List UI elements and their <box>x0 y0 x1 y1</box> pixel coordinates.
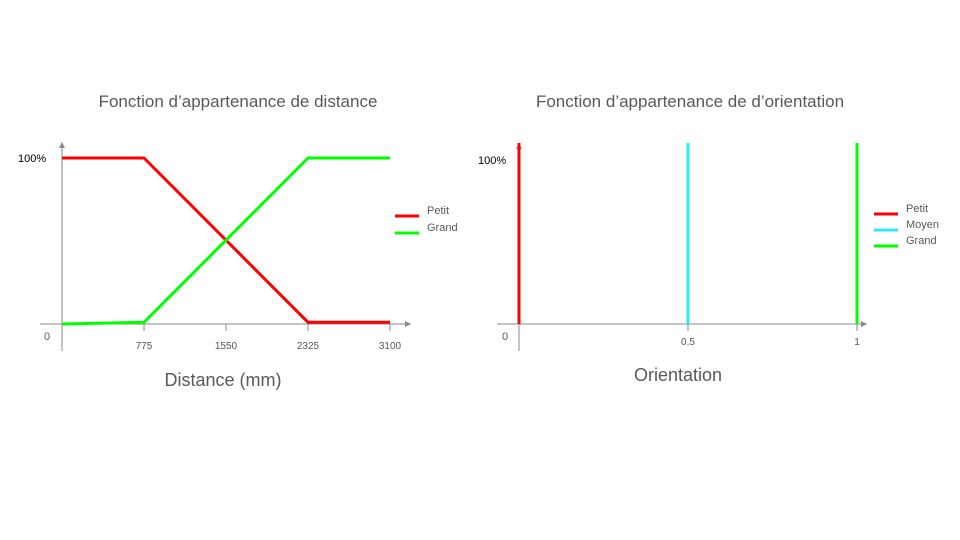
origin-label-distance: 0 <box>44 331 50 343</box>
x-tick-label-orientation: 1 <box>854 337 860 348</box>
chart-title-distance: Fonction d’appartenance de distance <box>98 92 378 111</box>
x-axis-label-distance: Distance (mm) <box>164 370 282 390</box>
legend-label-moyen-orientation: Moyen <box>906 219 939 231</box>
x-tick-label-distance: 1550 <box>215 341 238 352</box>
y-tick-label-100-distance: 100% <box>18 153 46 165</box>
legend-label-grand-distance: Grand <box>427 222 458 234</box>
x-axis-arrow-orientation <box>861 321 867 327</box>
chart-title-orientation: Fonction d’appartenance de d’orientation <box>535 92 845 111</box>
legend-label-grand-orientation: Grand <box>906 235 937 247</box>
x-tick-label-distance: 775 <box>136 341 153 352</box>
y-axis-arrow-distance <box>59 142 65 148</box>
x-tick-label-distance: 3100 <box>379 341 402 352</box>
series-line-grand-distance <box>61 156 390 326</box>
x-axis-label-orientation: Orientation <box>633 365 723 385</box>
legend-label-petit-distance: Petit <box>427 205 449 217</box>
origin-label-orientation: 0 <box>502 331 508 343</box>
x-axis-arrow-distance <box>405 321 411 327</box>
x-tick-label-orientation: 0.5 <box>681 337 695 348</box>
x-tick-label-distance: 2325 <box>297 341 320 352</box>
legend-label-petit-orientation: Petit <box>906 203 928 215</box>
y-tick-label-100-orientation: 100% <box>478 155 506 167</box>
